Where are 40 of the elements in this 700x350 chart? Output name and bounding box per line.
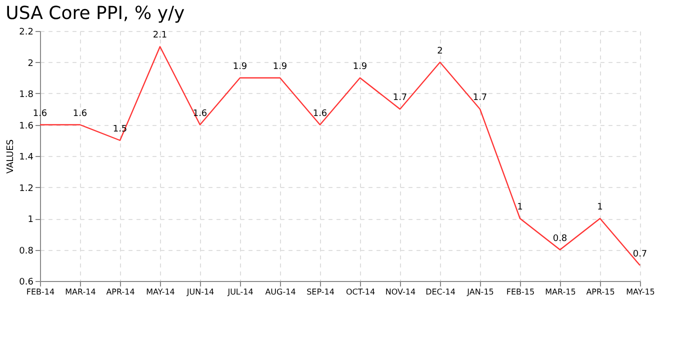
x-tick-label: DEC-14 [426, 288, 456, 296]
x-tick-label: NOV-14 [385, 288, 416, 296]
y-tick-label: 1.8 [19, 90, 34, 100]
x-tick-label: MAY-14 [146, 288, 175, 296]
x-tick-label: JAN-15 [466, 288, 494, 296]
data-label: 2 [437, 46, 443, 56]
data-label: 2.1 [152, 30, 168, 41]
y-tick-label: 0.6 [19, 278, 34, 288]
y-tick-label: 2 [28, 58, 34, 69]
x-tick-label: MAR-14 [65, 288, 96, 296]
x-tick-label: OCT-14 [346, 288, 376, 296]
y-tick-label: 2.2 [19, 28, 34, 38]
x-tick-label: APR-15 [586, 288, 615, 296]
y-tick-label: 1.2 [19, 184, 34, 194]
x-tick-label: JUN-14 [186, 288, 214, 296]
x-tick-label: FEB-14 [26, 288, 55, 296]
data-label: 0.8 [552, 234, 568, 244]
x-tick-label: SEP-14 [306, 288, 334, 296]
y-tick-label: 0.8 [19, 246, 34, 256]
data-label: 1.6 [72, 108, 88, 119]
data-label: 1.9 [232, 62, 248, 72]
data-label: 1.6 [312, 108, 328, 119]
data-label: 1.7 [392, 93, 408, 104]
y-tick-label: 1.4 [19, 152, 34, 162]
y-axis-title: VALUES [6, 139, 16, 174]
x-tick-label: MAY-15 [626, 288, 655, 296]
data-label: 1 [597, 202, 603, 212]
y-tick-label: 1.6 [19, 121, 34, 132]
x-tick-label: MAR-15 [545, 288, 576, 296]
data-label: 1.7 [472, 93, 488, 104]
data-label: 1.9 [272, 62, 288, 72]
x-tick-label: FEB-15 [506, 288, 535, 296]
x-tick-label: AUG-14 [265, 288, 296, 296]
chart-title: USA Core PPI, % y/y [6, 3, 186, 24]
x-tick-label: APR-14 [106, 288, 135, 296]
x-tick-label: JUL-14 [226, 288, 254, 296]
data-label: 0.7 [632, 249, 648, 260]
data-label: 1 [517, 202, 523, 212]
y-tick-label: 1 [28, 215, 34, 225]
data-label: 1.9 [352, 62, 368, 72]
